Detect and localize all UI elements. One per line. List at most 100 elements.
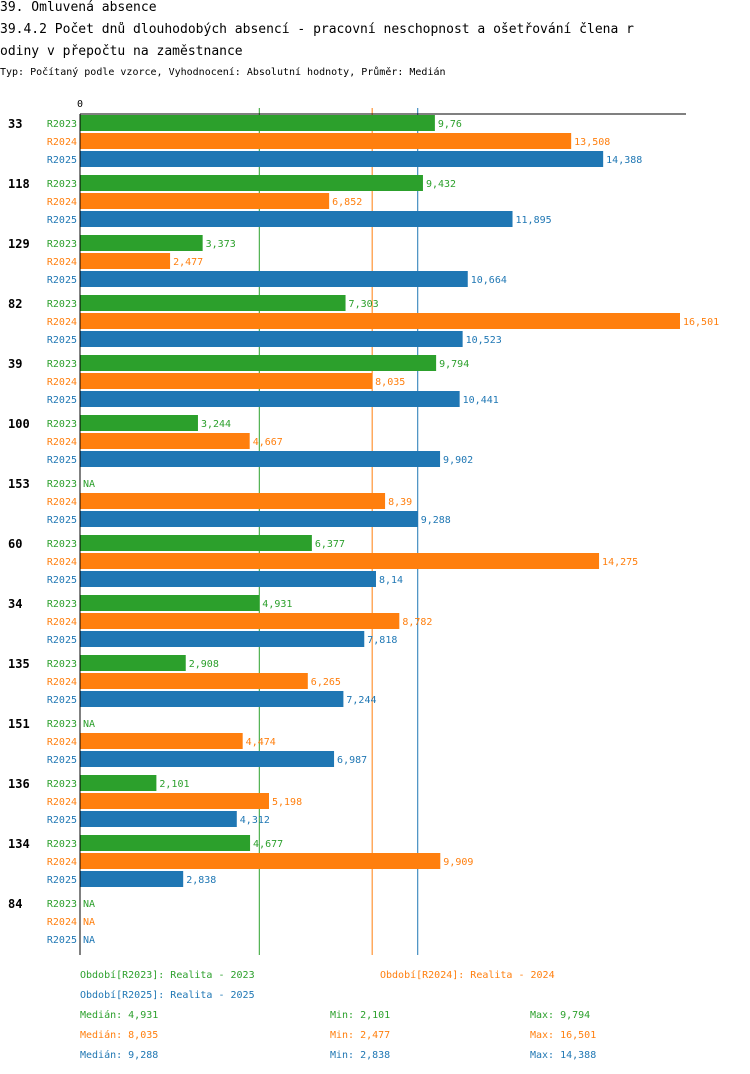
value-label: 4,312 [240,815,270,826]
series-label: R2024 [47,317,77,328]
series-label: R2025 [47,755,77,766]
bar-r2023 [80,775,157,791]
series-label: R2024 [47,677,77,688]
value-label: NA [83,935,95,946]
stat-median-r2023: Medián: 4,931 [80,1010,159,1021]
bar-r2023 [80,115,435,131]
bar-chart: 0 33 R2023 9,76 R2024 13,508 R2025 14,388 118 R20… [8,99,719,955]
value-label: NA [83,719,95,730]
series-label: R2023 [47,659,77,670]
series-label: R2025 [47,335,77,346]
value-label: 13,508 [574,137,610,148]
category-label: 136 [8,777,30,791]
category-label: 153 [8,477,30,491]
category-label: 82 [8,297,22,311]
series-label: R2023 [47,899,77,910]
bar-r2024 [80,613,400,629]
bar-r2023 [80,295,346,311]
category-label: 118 [8,177,30,191]
bar-r2024 [80,433,250,449]
series-label: R2024 [47,797,77,808]
value-label: 14,388 [606,155,642,166]
value-label: 6,987 [337,755,367,766]
bar-r2024 [80,733,243,749]
value-label: 2,101 [159,779,189,790]
series-label: R2025 [47,695,77,706]
value-label: 6,265 [311,677,341,688]
bar-r2025 [80,691,344,707]
bar-r2025 [80,211,513,227]
bar-r2024 [80,853,441,869]
series-label: R2025 [47,575,77,586]
bar-r2025 [80,391,460,407]
stat-min-r2025: Min: 2,838 [330,1050,391,1061]
value-label: 8,14 [379,575,403,586]
series-label: R2023 [47,419,77,430]
legend-r2025: Období[R2025]: Realita - 2025 [80,990,255,1001]
series-label: R2023 [47,299,77,310]
series-label: R2023 [47,719,77,730]
bar-r2023 [80,655,186,671]
bar-r2025 [80,331,463,347]
bar-r2024 [80,373,373,389]
series-label: R2024 [47,917,77,928]
value-label: 4,931 [262,599,292,610]
bar-r2024 [80,253,171,269]
value-label: 9,76 [438,119,462,130]
stat-max-r2025: Max: 14,388 [530,1050,597,1061]
series-label: R2024 [47,617,77,628]
series-label: R2025 [47,275,77,286]
series-label: R2025 [47,395,77,406]
series-label: R2024 [47,197,77,208]
value-label: 9,432 [426,179,456,190]
series-label: R2025 [47,455,77,466]
bar-r2025 [80,871,184,887]
legend-r2023: Období[R2023]: Realita - 2023 [80,970,255,981]
category-label: 151 [8,717,30,731]
value-label: 3,244 [201,419,231,430]
category-label: 33 [8,117,22,131]
bar-r2023 [80,835,251,851]
value-label: 5,198 [272,797,302,808]
series-label: R2024 [47,437,77,448]
chart-title: 39. Omluvená absence [0,0,157,15]
value-label: NA [83,899,95,910]
bar-r2023 [80,595,260,611]
category-label: 129 [8,237,30,251]
bar-r2024 [80,793,270,809]
bar-r2024 [80,673,308,689]
bar-r2025 [80,151,604,167]
value-label: 9,909 [443,857,473,868]
bar-r2024 [80,133,572,149]
series-label: R2023 [47,599,77,610]
series-label: R2023 [47,359,77,370]
value-label: 10,441 [463,395,499,406]
series-label: R2024 [47,377,77,388]
stat-max-r2024: Max: 16,501 [530,1030,597,1041]
x-axis-zero-label: 0 [77,99,83,110]
stat-min-r2023: Min: 2,101 [330,1010,391,1021]
bar-r2024 [80,493,386,509]
series-label: R2023 [47,539,77,550]
stat-median-r2024: Medián: 8,035 [80,1030,159,1041]
bar-r2025 [80,571,376,587]
value-label: 4,474 [246,737,276,748]
value-label: 10,523 [466,335,502,346]
category-label: 100 [8,417,30,431]
series-label: R2025 [47,155,77,166]
value-label: 8,782 [402,617,432,628]
value-label: 7,303 [349,299,379,310]
series-label: R2023 [47,779,77,790]
value-label: 7,818 [367,635,397,646]
series-label: R2024 [47,557,77,568]
series-label: R2024 [47,257,77,268]
series-label: R2023 [47,239,77,250]
bar-r2025 [80,631,365,647]
chart-subtitle-line2: odiny v přepočtu na zaměstnance [0,44,243,59]
bar-r2025 [80,811,237,827]
bar-r2024 [80,193,330,209]
bar-r2023 [80,235,203,251]
category-label: 134 [8,837,30,851]
value-label: 2,477 [173,257,203,268]
chart-type-info: Typ: Počítaný podle vzorce, Vyhodnocení:… [0,67,446,78]
